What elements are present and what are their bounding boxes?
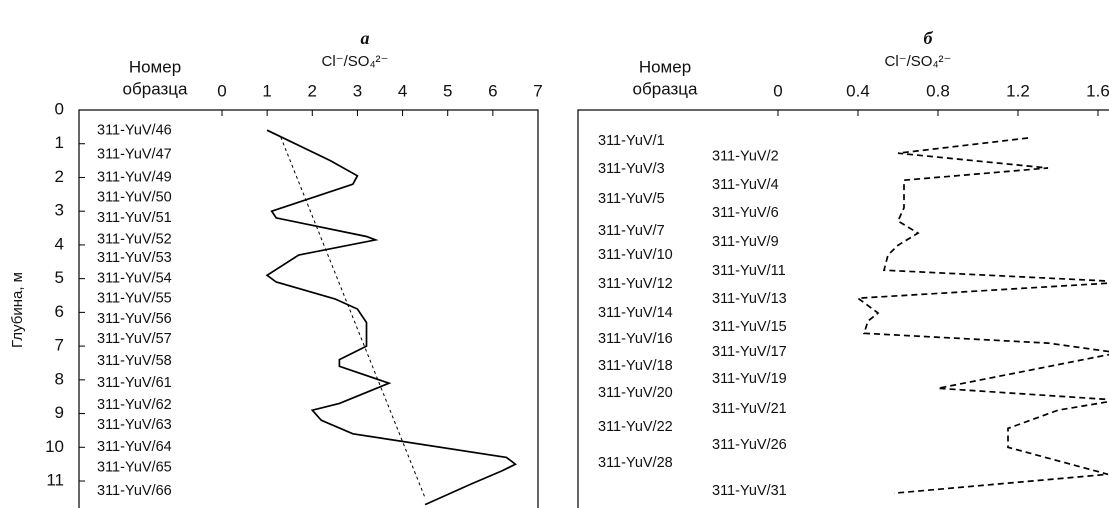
y-tick-label: 2	[55, 167, 64, 186]
x-tick-label: 1.6	[1086, 81, 1109, 100]
sample-header: Номер	[639, 57, 691, 76]
plot-frame	[577, 109, 1109, 508]
sample-label: 311-YuV/47	[97, 147, 172, 163]
y-tick-label: 1	[55, 133, 64, 152]
x-tick-label: 6	[488, 81, 497, 100]
sample-label: 311-YuV/46	[97, 123, 172, 139]
sample-label: 311-YuV/9	[712, 234, 779, 250]
y-tick-label: 9	[55, 403, 64, 422]
series-group	[265, 129, 518, 506]
sample-label: 311-YuV/57	[97, 331, 172, 347]
sample-label: 311-YuV/62	[97, 397, 172, 413]
y-tick-label: 0	[55, 99, 64, 118]
series-group	[855, 137, 1109, 495]
sample-label: 311-YuV/1	[598, 133, 665, 149]
sample-label: 311-YuV/54	[97, 270, 172, 286]
sample-label: 311-YuV/64	[97, 439, 172, 455]
x-tick-label: 1.2	[1006, 81, 1030, 100]
sample-label: 311-YuV/63	[97, 417, 172, 433]
sample-label: 311-YuV/49	[97, 169, 172, 185]
profile-line	[280, 136, 426, 499]
sample-label: 311-YuV/18	[598, 358, 673, 374]
profile-line	[855, 137, 1109, 495]
sample-label: 311-YuV/7	[598, 223, 665, 239]
sample-label: 311-YuV/61	[97, 375, 172, 391]
sample-header: образца	[123, 79, 188, 98]
sample-label: 311-YuV/21	[712, 401, 787, 417]
sample-label: 311-YuV/22	[598, 419, 673, 435]
x-axis-label: Cl⁻/SO₄²⁻	[322, 53, 389, 70]
y-tick-label: 8	[55, 369, 64, 388]
sample-label: 311-YuV/51	[97, 210, 172, 226]
sample-label: 311-YuV/55	[97, 291, 172, 307]
plot-frame	[78, 109, 539, 508]
sample-label: 311-YuV/50	[97, 190, 172, 206]
sample-label: 311-YuV/15	[712, 319, 787, 335]
y-axis-label: Глубина, м	[9, 272, 26, 348]
sample-label: 311-YuV/28	[598, 455, 673, 471]
x-tick-label: 2	[308, 81, 317, 100]
x-tick-label: 4	[398, 81, 407, 100]
sample-label: 311-YuV/52	[97, 232, 172, 248]
sample-label: 311-YuV/19	[712, 371, 787, 387]
x-tick-label: 7	[533, 81, 542, 100]
sample-label: 311-YuV/31	[712, 483, 787, 499]
y-tick-label: 4	[55, 234, 64, 253]
sample-label: 311-YuV/12	[598, 276, 673, 292]
panel-title: а	[361, 28, 370, 48]
y-tick-label: 3	[55, 201, 64, 220]
sample-label: 311-YuV/2	[712, 149, 779, 165]
sample-label: 311-YuV/65	[97, 459, 172, 475]
x-tick-label: 1	[262, 81, 271, 100]
sample-label: 311-YuV/53	[97, 250, 172, 266]
sample-label: 311-YuV/26	[712, 437, 787, 453]
sample-label: 311-YuV/13	[712, 291, 787, 307]
x-tick-label: 0	[773, 81, 782, 100]
sample-label: 311-YuV/6	[712, 205, 779, 221]
sample-header: образца	[633, 79, 698, 98]
sample-label: 311-YuV/14	[598, 305, 673, 321]
sample-header: Номер	[129, 57, 181, 76]
sample-label: 311-YuV/3	[598, 161, 665, 177]
sample-label: 311-YuV/58	[97, 353, 172, 369]
sample-label: 311-YuV/11	[712, 263, 786, 279]
x-tick-label: 3	[353, 81, 362, 100]
sample-label: 311-YuV/4	[712, 177, 779, 193]
sample-label: 311-YuV/20	[598, 385, 673, 401]
x-tick-label: 5	[443, 81, 452, 100]
sample-label: 311-YuV/17	[712, 344, 787, 360]
x-tick-label: 0.8	[926, 81, 950, 100]
sample-label: 311-YuV/16	[598, 331, 673, 347]
x-tick-label: 0	[217, 81, 226, 100]
sample-label: 311-YuV/10	[598, 247, 673, 263]
y-tick-label: 5	[55, 268, 64, 287]
profile-line	[265, 129, 518, 506]
sample-label: 311-YuV/5	[598, 191, 665, 207]
x-tick-label: 0.4	[846, 81, 870, 100]
sample-label: 311-YuV/66	[97, 483, 172, 499]
y-tick-label: 6	[55, 302, 64, 321]
sample-label: 311-YuV/56	[97, 311, 172, 327]
y-tick-label: 7	[55, 336, 64, 355]
y-tick-label: 10	[45, 437, 64, 456]
x-axis-label: Cl⁻/SO₄²⁻	[885, 53, 952, 70]
panel-title: б	[924, 28, 934, 48]
y-tick-label: 11	[46, 471, 64, 490]
